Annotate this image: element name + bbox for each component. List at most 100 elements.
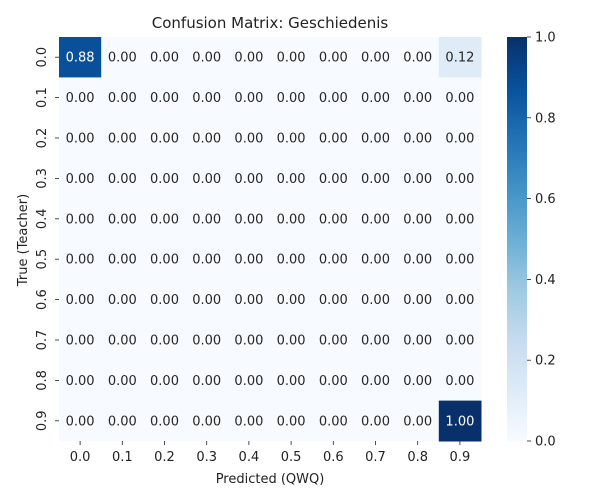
heatmap-cell-8-6: [312, 360, 355, 402]
cell-value-label-1-7: 0.00: [361, 91, 390, 106]
cell-value-label-5-7: 0.00: [361, 253, 390, 268]
heatmap-cell-8-1: [101, 360, 144, 402]
cell-value-label-1-2: 0.00: [150, 91, 179, 106]
cell-value-label-5-3: 0.00: [192, 253, 221, 268]
heatmap-cell-6-7: [354, 279, 398, 321]
cell-value-label-5-5: 0.00: [277, 253, 306, 268]
heatmap-cell-3-0: [59, 158, 102, 200]
heatmap-cell-1-8: [396, 77, 440, 119]
heatmap-cells: [59, 37, 482, 442]
heatmap-cell-4-6: [312, 198, 355, 240]
cell-value-label-8-3: 0.00: [192, 374, 221, 389]
cell-value-label-2-2: 0.00: [150, 132, 179, 147]
cell-value-label-7-3: 0.00: [192, 334, 221, 349]
heatmap-cell-3-6: [312, 158, 355, 200]
x-axis-label: Predicted (QWQ): [216, 472, 325, 487]
heatmap-cell-0-8: [396, 37, 440, 78]
heatmap-cell-4-3: [185, 198, 229, 240]
y-tick-label-5: 0.5: [35, 249, 50, 270]
cell-value-label-0-7: 0.00: [361, 51, 390, 66]
heatmap-cell-3-5: [270, 158, 313, 200]
y-tick-label-0: 0.0: [35, 47, 50, 68]
cell-value-label-8-8: 0.00: [403, 374, 432, 389]
x-tick-label-9: 0.9: [450, 450, 471, 465]
heatmap-cell-2-7: [354, 117, 398, 159]
heatmap-cell-1-5: [270, 77, 313, 119]
heatmap-cell-7-9: [438, 319, 482, 361]
cell-value-label-4-0: 0.00: [66, 212, 95, 227]
heatmap-cell-7-3: [185, 319, 229, 361]
y-tick-label-4: 0.4: [35, 208, 50, 229]
x-tick-label-8: 0.8: [407, 450, 428, 465]
cell-value-label-3-5: 0.00: [277, 172, 306, 187]
heatmap-cell-8-8: [396, 360, 440, 402]
heatmap-cell-9-3: [185, 400, 229, 442]
heatmap-cell-6-3: [185, 279, 229, 321]
heatmap-cell-3-7: [354, 158, 398, 200]
heatmap-cell-3-3: [185, 158, 229, 200]
heatmap-cell-9-1: [101, 400, 144, 442]
heatmap-cell-6-2: [143, 279, 187, 321]
heatmap-cell-3-1: [101, 158, 144, 200]
cell-value-label-3-7: 0.00: [361, 172, 390, 187]
cell-value-label-7-8: 0.00: [403, 334, 432, 349]
cell-value-label-3-8: 0.00: [403, 172, 432, 187]
cell-value-label-3-0: 0.00: [66, 172, 95, 187]
cell-value-label-5-9: 0.00: [445, 253, 474, 268]
colorbar-tick-label-0: 0.0: [535, 435, 556, 450]
heatmap-cell-9-6: [312, 400, 355, 442]
cell-value-label-9-7: 0.00: [361, 414, 390, 429]
heatmap-cell-4-0: [59, 198, 102, 240]
heatmap-cell-5-7: [354, 239, 398, 280]
cell-value-label-8-4: 0.00: [234, 374, 263, 389]
heatmap-cell-6-8: [396, 279, 440, 321]
x-axis-ticks: 0.0 0.1 0.2 0.3 0.4 0.5 0.6 0.7 0.8 0.9: [70, 441, 470, 465]
heatmap-cell-6-6: [312, 279, 355, 321]
cell-value-label-6-1: 0.00: [108, 293, 137, 308]
heatmap-cell-4-9: [438, 198, 482, 240]
cell-value-label-7-9: 0.00: [445, 334, 474, 349]
cell-value-label-2-0: 0.00: [66, 132, 95, 147]
colorbar-tick-label-3: 0.6: [535, 192, 556, 207]
heatmap-cell-6-9: [438, 279, 482, 321]
cell-value-label-0-1: 0.00: [108, 51, 137, 66]
cell-value-label-5-1: 0.00: [108, 253, 137, 268]
heatmap-cell-8-5: [270, 360, 313, 402]
heatmap-cell-2-2: [143, 117, 187, 159]
cell-value-label-8-2: 0.00: [150, 374, 179, 389]
cell-value-label-8-9: 0.00: [445, 374, 474, 389]
colorbar-tick-label-2: 0.4: [535, 273, 556, 288]
heatmap-cell-7-1: [101, 319, 144, 361]
heatmap-cell-8-3: [185, 360, 229, 402]
y-axis-ticks: 0.0 0.1 0.2 0.3 0.4 0.5 0.6 0.7 0.8 0.9: [35, 47, 59, 431]
colorbar-ticks: 0.0 0.2 0.4 0.6 0.8 1.0: [527, 31, 556, 450]
heatmap-cell-0-0: [59, 37, 102, 78]
cell-value-label-2-6: 0.00: [319, 132, 348, 147]
heatmap-cell-3-8: [396, 158, 440, 200]
heatmap-cell-0-4: [227, 37, 271, 78]
heatmap-cell-8-7: [354, 360, 398, 402]
cell-value-label-7-6: 0.00: [319, 334, 348, 349]
cell-value-label-5-4: 0.00: [234, 253, 263, 268]
heatmap-cell-7-2: [143, 319, 187, 361]
cell-value-label-2-7: 0.00: [361, 132, 390, 147]
y-axis-label: True (Teacher): [16, 194, 31, 287]
heatmap-cell-9-9: [438, 400, 482, 442]
y-tick-label-1: 0.1: [35, 87, 50, 108]
cell-value-label-2-8: 0.00: [403, 132, 432, 147]
x-tick-label-0: 0.0: [70, 450, 91, 465]
heatmap-cell-2-9: [438, 117, 482, 159]
cell-value-label-4-7: 0.00: [361, 212, 390, 227]
heatmap-cell-0-5: [270, 37, 313, 78]
heatmap-cell-4-2: [143, 198, 187, 240]
cell-value-label-0-6: 0.00: [319, 51, 348, 66]
cell-value-label-5-2: 0.00: [150, 253, 179, 268]
cell-value-label-5-0: 0.00: [66, 253, 95, 268]
cell-value-label-9-8: 0.00: [403, 414, 432, 429]
heatmap-cell-1-4: [227, 77, 271, 119]
colorbar-tick-label-1: 0.2: [535, 354, 556, 369]
heatmap-cell-5-5: [270, 239, 313, 280]
heatmap-cell-7-4: [227, 319, 271, 361]
heatmap-cell-2-0: [59, 117, 102, 159]
